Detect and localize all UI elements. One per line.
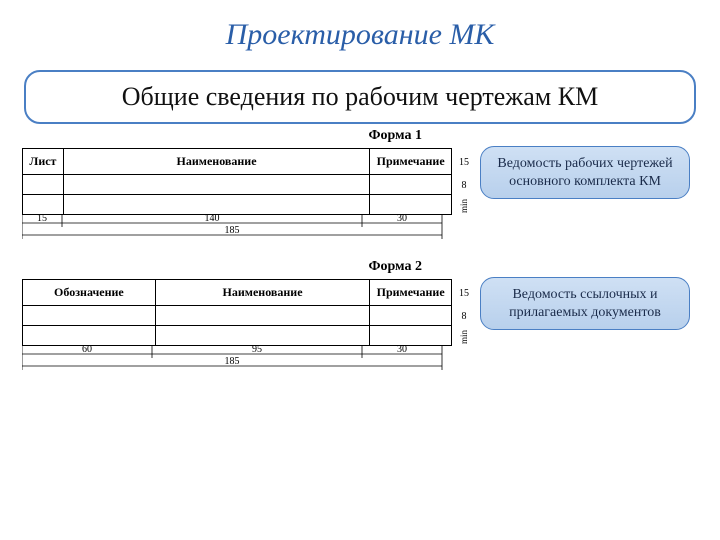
form-1-block: Форма 1 Лист Наименование Примечание 15 …: [22, 146, 452, 245]
form-2-label: Форма 2: [368, 259, 422, 275]
form-1-table: Лист Наименование Примечание: [22, 148, 452, 215]
col-header: Наименование: [63, 149, 369, 175]
table-row: [23, 306, 452, 326]
page-title: Проектирование МК: [0, 0, 720, 52]
dim-row-h: 8: [462, 181, 467, 191]
dim-total: 185: [225, 356, 240, 367]
subtitle-text: Общие сведения по рабочим чертежам КМ: [122, 82, 598, 111]
form-1-side-dims: 15 8 min: [452, 150, 476, 216]
dim-row-h: 8: [462, 312, 467, 322]
form-1-col-dims: 15 140 30 185: [22, 215, 452, 245]
table-row: [23, 175, 452, 195]
col-header: Обозначение: [23, 280, 156, 306]
form-2-col-dims: 60 95 30 185: [22, 346, 452, 376]
form-2-table: Обозначение Наименование Примечание: [22, 279, 452, 346]
dim-col-3: 30: [397, 346, 407, 355]
dim-min-label: min: [460, 199, 469, 213]
pill-1: Ведомость рабочих чертежей основного ком…: [480, 146, 690, 199]
dim-header-h: 15: [459, 289, 469, 299]
dim-col-1: 60: [82, 346, 92, 355]
col-header: Лист: [23, 149, 64, 175]
dim-col-3: 30: [397, 215, 407, 224]
form-2-side-dims: 15 8 min: [452, 281, 476, 347]
dim-total: 185: [225, 225, 240, 236]
form-1-label: Форма 1: [368, 128, 422, 144]
form-1-row: Форма 1 Лист Наименование Примечание 15 …: [0, 146, 720, 245]
table-row: [23, 326, 452, 346]
dim-min-label: min: [460, 330, 469, 344]
table-row: [23, 195, 452, 215]
col-header: Примечание: [370, 280, 452, 306]
dim-col-1: 15: [37, 215, 47, 224]
dim-col-2: 140: [205, 215, 220, 224]
col-header: Наименование: [155, 280, 370, 306]
pill-2: Ведомость ссылочных и прилагаемых докуме…: [480, 277, 690, 330]
form-2-row: Форма 2 Обозначение Наименование Примеча…: [0, 277, 720, 376]
dim-col-2: 95: [252, 346, 262, 355]
table-header-row: Обозначение Наименование Примечание: [23, 280, 452, 306]
form-2-block: Форма 2 Обозначение Наименование Примеча…: [22, 277, 452, 376]
subtitle-box: Общие сведения по рабочим чертежам КМ: [24, 70, 696, 124]
dim-header-h: 15: [459, 158, 469, 168]
col-header: Примечание: [370, 149, 452, 175]
table-header-row: Лист Наименование Примечание: [23, 149, 452, 175]
